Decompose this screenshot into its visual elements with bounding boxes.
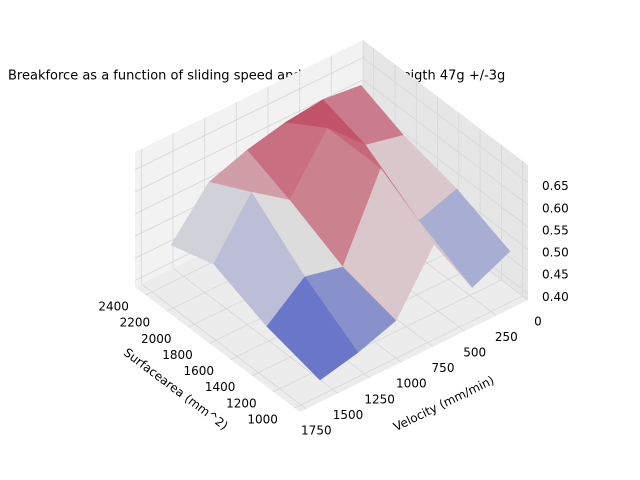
- z-tick-label: 0.55: [542, 223, 569, 237]
- x-tick-label: 1750: [301, 423, 332, 437]
- grid-line: [362, 57, 529, 184]
- surface-face: [266, 276, 359, 381]
- z-tick-label: 0.40: [542, 290, 569, 304]
- x-tick-label: 1500: [333, 408, 364, 422]
- grid-line: [172, 268, 339, 394]
- z-tick-label: 0.45: [542, 268, 569, 282]
- x-tick-label: 0: [534, 315, 542, 329]
- x-tick-label: 250: [495, 330, 518, 344]
- x-tick-label: 1250: [364, 392, 395, 406]
- y-tick-label: 2200: [120, 316, 151, 330]
- y-tick-label: 2400: [98, 300, 129, 314]
- grid-line: [294, 295, 523, 409]
- y-tick-label: 1200: [226, 396, 257, 410]
- z-tick-label: 0.60: [542, 201, 569, 215]
- x-tick-label: 500: [463, 346, 486, 360]
- z-tick-label: 0.65: [542, 179, 569, 193]
- z-tick-label: 0.50: [542, 246, 569, 260]
- x-tick-label: 1000: [396, 377, 427, 391]
- y-tick-label: 1600: [184, 364, 215, 378]
- chart-title: Breakforce as a function of sliding spee…: [8, 69, 505, 84]
- grid-line: [273, 279, 502, 393]
- grid-line: [362, 79, 529, 206]
- y-tick-label: 2000: [141, 332, 172, 346]
- x-tick-label: 750: [432, 361, 455, 375]
- grid-line: [134, 57, 364, 171]
- y-tick-label: 1000: [247, 412, 278, 426]
- grid-line: [141, 283, 307, 410]
- y-tick-label: 1400: [205, 380, 236, 394]
- y-tick-label: 1800: [162, 348, 193, 362]
